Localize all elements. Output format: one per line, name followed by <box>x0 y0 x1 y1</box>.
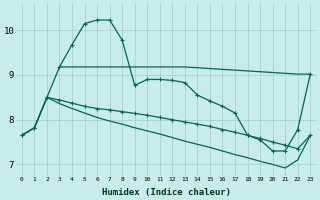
X-axis label: Humidex (Indice chaleur): Humidex (Indice chaleur) <box>101 188 231 197</box>
